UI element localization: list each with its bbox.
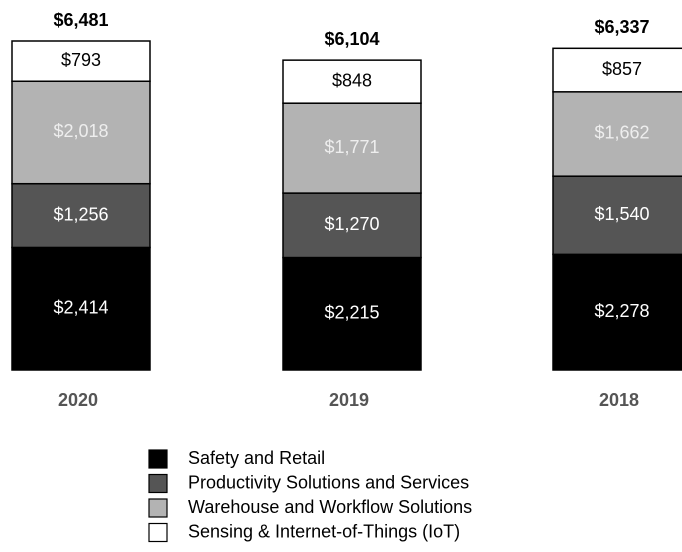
data-label: $1,540 bbox=[594, 204, 649, 224]
legend-label: Productivity Solutions and Services bbox=[188, 472, 469, 492]
bar-segment bbox=[282, 59, 422, 104]
total-label: $6,104 bbox=[324, 29, 379, 49]
data-label: $1,256 bbox=[53, 204, 108, 224]
bar-segment bbox=[11, 182, 151, 249]
data-label: $1,662 bbox=[594, 123, 649, 143]
data-label: $2,414 bbox=[53, 297, 108, 317]
data-label: $857 bbox=[602, 59, 642, 79]
legend-swatch bbox=[148, 498, 168, 518]
bar-segment bbox=[282, 102, 422, 194]
legend-label: Safety and Retail bbox=[188, 448, 325, 468]
bar-segment bbox=[552, 91, 682, 177]
bar-segment bbox=[282, 192, 422, 259]
bar-segment bbox=[552, 47, 682, 93]
bar-segment bbox=[11, 40, 151, 83]
bar-segment bbox=[282, 256, 422, 371]
x-tick-label: 2019 bbox=[329, 390, 369, 410]
x-tick-label: 2020 bbox=[58, 390, 98, 410]
legend-swatch bbox=[148, 449, 168, 469]
data-label: $793 bbox=[61, 50, 101, 70]
total-label: $6,337 bbox=[594, 17, 649, 37]
legend-swatch bbox=[148, 473, 168, 494]
data-label: $1,270 bbox=[324, 214, 379, 234]
legend-label: Warehouse and Workflow Solutions bbox=[188, 497, 472, 517]
bar-segment bbox=[11, 246, 151, 371]
data-label: $2,278 bbox=[594, 301, 649, 321]
legend-swatch bbox=[148, 522, 168, 543]
x-tick-label: 2018 bbox=[599, 390, 639, 410]
data-label: $848 bbox=[332, 70, 372, 90]
data-label: $2,018 bbox=[53, 121, 108, 141]
data-label: $1,771 bbox=[324, 137, 379, 157]
bar-segment bbox=[552, 175, 682, 256]
legend-label: Sensing & Internet-of-Things (IoT) bbox=[188, 521, 460, 541]
bar-segment bbox=[552, 253, 682, 371]
data-label: $2,215 bbox=[324, 303, 379, 323]
total-label: $6,481 bbox=[53, 10, 108, 30]
